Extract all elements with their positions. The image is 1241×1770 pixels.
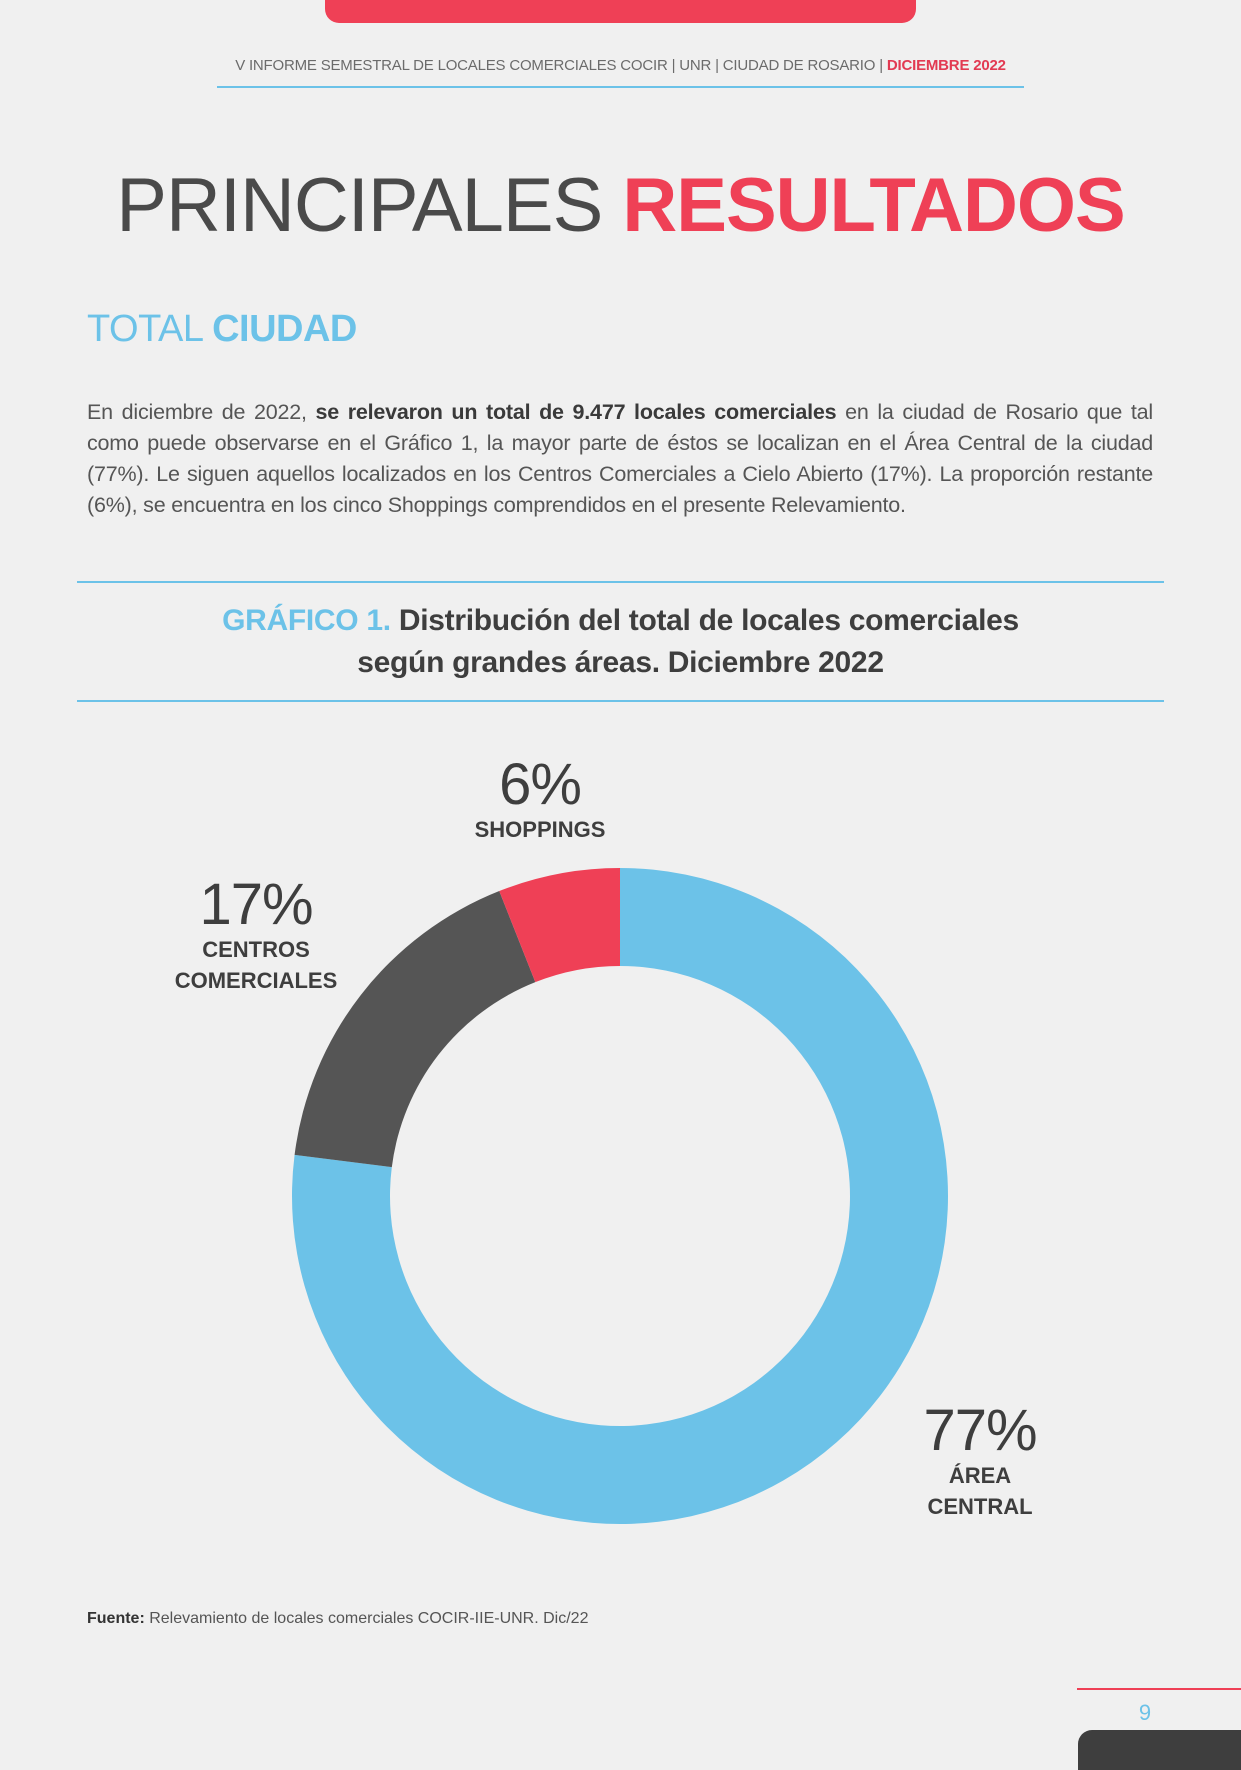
donut-slice-área-central bbox=[292, 868, 949, 1524]
chart-heading-line2: según grandes áreas. Diciembre 2022 bbox=[357, 646, 884, 679]
source-label: Fuente: bbox=[87, 1610, 145, 1627]
label-centros-comerciales: 17% CENTROS COMERCIALES bbox=[156, 876, 356, 996]
label-centros-cat1: CENTROS bbox=[202, 937, 310, 962]
intro-paragraph-bold: se relevaron un total de 9.477 locales c… bbox=[315, 400, 837, 424]
top-decorative-tab bbox=[325, 0, 916, 23]
label-area-central-pct: 77% bbox=[923, 1398, 1037, 1463]
label-area-central: 77% ÁREA CENTRAL bbox=[890, 1402, 1070, 1522]
page-number: 9 bbox=[1138, 1700, 1152, 1725]
report-header-date: DICIEMBRE 2022 bbox=[886, 57, 1006, 74]
source-text: Relevamiento de locales comerciales COCI… bbox=[144, 1610, 589, 1627]
chart-heading-number: GRÁFICO 1. bbox=[222, 604, 391, 637]
page-title-light: PRINCIPALES bbox=[116, 163, 603, 248]
intro-paragraph-start: En diciembre de 2022, bbox=[87, 400, 316, 424]
chart-heading-bottom-rule bbox=[77, 700, 1164, 702]
report-header: V INFORME SEMESTRAL DE LOCALES COMERCIAL… bbox=[217, 57, 1024, 74]
label-centros-cat2: COMERCIALES bbox=[174, 968, 338, 993]
page-title: PRINCIPALES RESULTADOS bbox=[0, 168, 1241, 244]
footer-divider bbox=[1077, 1688, 1241, 1690]
section-title: TOTAL CIUDAD bbox=[87, 310, 357, 348]
label-area-central-cat2: CENTRAL bbox=[927, 1494, 1033, 1519]
header-divider bbox=[217, 86, 1024, 88]
chart-heading-line1: GRÁFICO 1. Distribución del total de loc… bbox=[77, 600, 1164, 642]
chart-heading-top-rule bbox=[77, 581, 1164, 583]
label-shoppings-cat1: SHOPPINGS bbox=[474, 817, 606, 842]
chart-heading-text1: Distribución del total de locales comerc… bbox=[398, 604, 1019, 637]
label-shoppings: 6% SHOPPINGS bbox=[440, 756, 640, 845]
label-area-central-cat1: ÁREA bbox=[948, 1463, 1012, 1488]
donut-slice-shoppings bbox=[499, 868, 620, 983]
label-centros-pct: 17% bbox=[199, 872, 313, 937]
report-header-text: V INFORME SEMESTRAL DE LOCALES COMERCIAL… bbox=[235, 57, 887, 74]
intro-paragraph-end: en la ciudad de Rosario que tal como pue… bbox=[87, 400, 1153, 517]
chart-heading: GRÁFICO 1. Distribución del total de loc… bbox=[77, 600, 1164, 684]
source-note: Fuente: Relevamiento de locales comercia… bbox=[87, 1610, 588, 1628]
footer-decorative-tab bbox=[1078, 1730, 1241, 1770]
section-title-bold: CIUDAD bbox=[212, 308, 357, 350]
intro-paragraph: En diciembre de 2022, se relevaron un to… bbox=[87, 397, 1153, 521]
page-title-bold: RESULTADOS bbox=[622, 163, 1125, 248]
donut-slice-centros-comerciales bbox=[294, 891, 536, 1168]
label-shoppings-pct: 6% bbox=[499, 752, 582, 817]
section-title-light: TOTAL bbox=[87, 308, 203, 350]
